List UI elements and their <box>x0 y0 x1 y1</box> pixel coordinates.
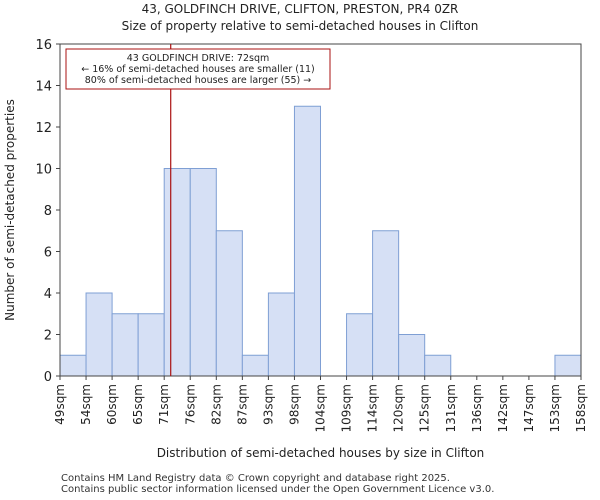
x-tick-label: 87sqm <box>235 384 249 425</box>
histogram-bar <box>346 313 374 377</box>
histogram-bar <box>111 313 139 377</box>
histogram-bar <box>554 354 582 377</box>
chart-title: 43, GOLDFINCH DRIVE, CLIFTON, PRESTON, P… <box>141 2 459 16</box>
y-tick-label: 16 <box>35 38 52 53</box>
histogram-bar <box>424 354 452 377</box>
x-tick-label: 98sqm <box>287 384 301 425</box>
x-tick-label: 65sqm <box>131 384 145 425</box>
y-tick-label: 0 <box>44 370 52 385</box>
y-tick-label: 8 <box>44 204 52 219</box>
x-tick-label: 142sqm <box>496 384 510 432</box>
x-tick-label: 93sqm <box>261 384 275 425</box>
histogram-bar <box>293 105 322 377</box>
annotation-text: 43 GOLDFINCH DRIVE: 72sqm <box>127 53 270 64</box>
x-tick-label: 49sqm <box>53 384 67 425</box>
x-tick-label: 131sqm <box>444 384 458 432</box>
x-tick-label: 114sqm <box>366 384 380 432</box>
x-tick-label: 120sqm <box>392 384 406 432</box>
x-tick-label: 54sqm <box>79 384 93 425</box>
histogram-bar <box>398 334 426 377</box>
x-tick-label: 125sqm <box>418 384 432 432</box>
histogram-bar <box>241 354 269 377</box>
footer-line-1: Contains HM Land Registry data © Crown c… <box>61 473 450 484</box>
annotation-text: ← 16% of semi-detached houses are smalle… <box>81 64 315 75</box>
x-tick-label: 158sqm <box>574 384 588 432</box>
y-axis-label: Number of semi-detached properties <box>3 99 17 321</box>
x-tick-label: 104sqm <box>314 384 328 432</box>
annotation-box <box>65 48 331 90</box>
x-tick-label: 71sqm <box>157 384 171 425</box>
histogram-bar <box>59 354 87 377</box>
y-tick-label: 2 <box>44 329 52 344</box>
histogram-bar <box>137 313 165 377</box>
x-tick-label: 60sqm <box>105 384 119 425</box>
annotation-text: 80% of semi-detached houses are larger (… <box>85 75 312 86</box>
histogram-bar <box>163 168 191 377</box>
y-tick-label: 4 <box>44 287 52 302</box>
histogram-bar <box>267 292 295 377</box>
histogram-bar <box>85 292 113 377</box>
histogram-bar <box>215 230 243 377</box>
x-tick-label: 109sqm <box>340 384 354 432</box>
y-tick-label: 14 <box>35 80 52 95</box>
x-tick-label: 147sqm <box>522 384 536 432</box>
histogram-bar <box>372 230 400 377</box>
x-axis-label: Distribution of semi-detached houses by … <box>157 446 485 460</box>
x-tick-label: 153sqm <box>548 384 562 432</box>
footer-line-2: Contains public sector information licen… <box>61 484 495 495</box>
y-tick-label: 10 <box>35 163 52 178</box>
y-tick-label: 12 <box>35 121 52 136</box>
x-tick-label: 136sqm <box>470 384 484 432</box>
chart-subtitle: Size of property relative to semi-detach… <box>121 19 479 33</box>
x-tick-label: 82sqm <box>209 384 223 425</box>
histogram-bar <box>189 168 217 377</box>
y-tick-label: 6 <box>44 246 52 261</box>
x-tick-label: 76sqm <box>183 384 197 425</box>
